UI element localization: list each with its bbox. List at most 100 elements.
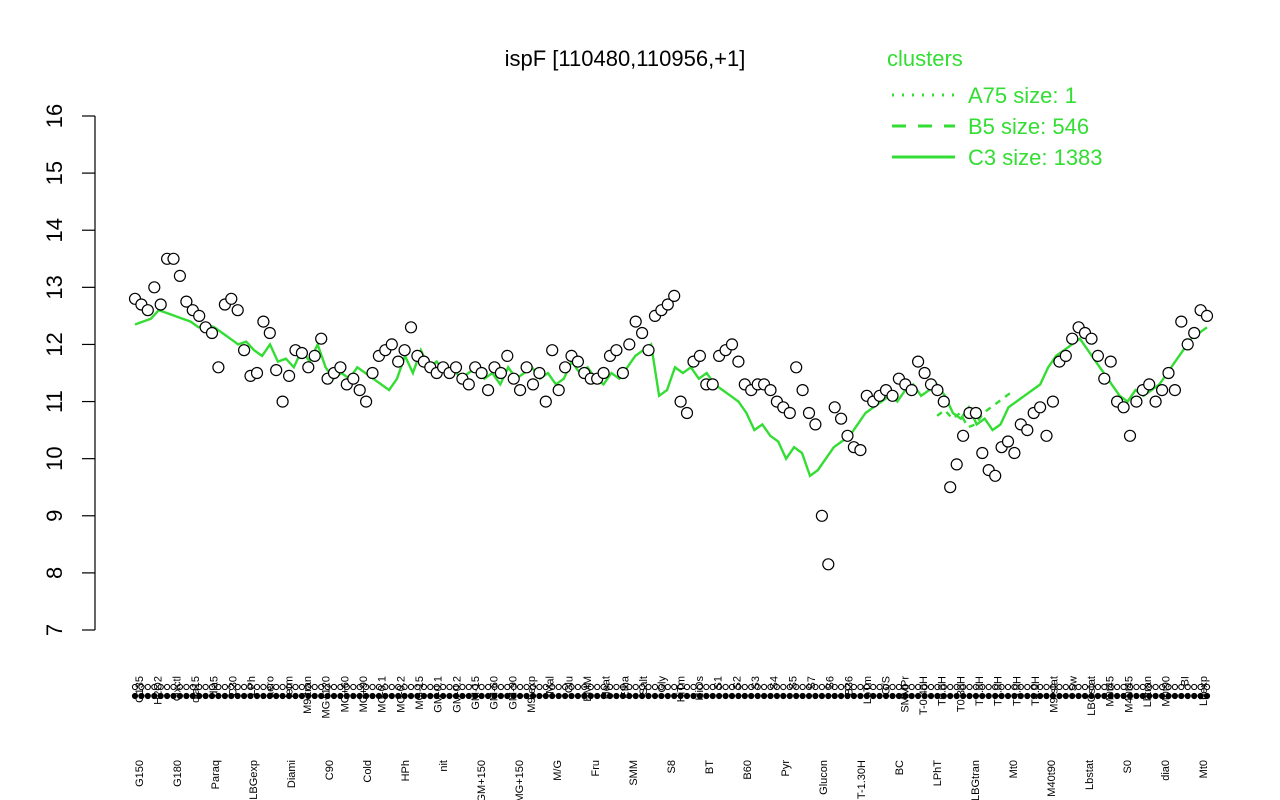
x-rug-mark-lower [529,692,537,700]
x-rug-mark-upper [953,683,960,691]
x-rug-mark-lower [356,692,363,700]
data-point [828,401,841,414]
x-rug-mark-upper [651,683,659,691]
x-rug-mark-upper [1056,683,1063,691]
x-rug-mark-lower [953,692,960,700]
x-rug-mark-lower [472,692,479,700]
x-tick-label: GM-15 [470,676,482,710]
data-point [1117,401,1130,414]
x-rug-mark-upper [857,683,864,691]
x-rug-mark-lower [735,692,742,700]
data-point [1098,372,1111,385]
data-point [1168,384,1182,397]
x-rug-mark-upper [626,683,633,691]
x-rug-mark-lower [452,692,460,700]
x-rug-mark-lower [1178,692,1185,700]
x-rug-mark-upper [478,683,485,691]
x-rug-mark-lower [1159,692,1166,700]
data-point [257,315,270,328]
x-rug-mark-upper [722,683,729,691]
data-point [937,395,950,408]
x-rug-mark-lower [131,692,139,700]
x-rug-mark-upper [202,683,209,691]
x-rug-mark-lower [683,692,691,700]
x-rug-mark-upper [170,683,177,691]
data-point [597,366,610,380]
x-rug-mark-upper [356,683,363,691]
x-rug-mark-lower [613,692,620,700]
x-rug-mark-lower [549,692,556,700]
x-rug-mark-upper [581,683,588,691]
x-rug-mark-lower [234,692,241,700]
x-rug-mark-lower [767,692,774,700]
x-rug-mark-upper [420,683,427,691]
x-rug-mark-upper [318,683,325,691]
data-point [167,252,180,265]
x-rug-mark-upper [292,683,299,691]
x-rug-mark-lower [831,692,838,700]
x-rug-mark-upper [1107,683,1114,691]
x-rug-mark-upper [786,683,793,691]
x-rug-mark-lower [1037,692,1044,700]
x-tick-label: LBGstat [1086,676,1098,716]
x-tick-label: MG-0.2 [395,676,407,713]
x-tick-label: Cold [362,760,374,783]
x-rug-mark-lower [144,692,151,700]
x-rug-mark-lower [311,692,318,700]
data-point [1188,326,1201,340]
x-rug-mark-upper [1184,683,1191,691]
x-rug-mark-lower [754,692,761,700]
x-tick-label: Heat [601,676,613,699]
x-rug-mark-upper [619,683,627,691]
x-tick-label: MG+60 [339,676,351,712]
x-rug-mark-upper [542,683,549,691]
points-layer [128,252,1214,571]
x-rug-mark-upper [1062,683,1069,691]
data-point [1091,349,1105,362]
data-point [546,344,559,357]
x-rug-mark-lower [1191,692,1198,700]
data-point [822,558,835,571]
x-tick-label: T0.30H [955,676,967,712]
x-rug-mark-upper [375,683,382,691]
x-rug-mark-upper [1171,683,1179,691]
x-rug-mark-upper [1011,683,1018,691]
x-rug-mark-lower [876,692,883,700]
x-tick-label: Lbexp [1198,676,1210,706]
x-rug-mark-upper [1069,683,1076,691]
x-rug-mark-upper [241,683,248,691]
x-rug-mark-upper [639,683,646,691]
x-rug-mark-upper [176,683,183,691]
x-rug-mark-lower [882,692,890,700]
x-rug-mark-lower [658,692,665,700]
x-rug-mark-upper [363,683,370,691]
x-rug-mark-upper [1049,683,1057,691]
x-rug-mark-upper [536,683,543,691]
x-rug-mark-upper [677,683,684,691]
data-point [944,481,957,494]
x-rug-mark-lower [574,692,582,700]
x-rug-mark-lower [1139,692,1146,700]
x-tick-label: H2O2 [153,676,165,705]
chart-title: ispF [110480,110956,+1] [505,46,746,71]
x-rug-mark-upper [850,683,858,691]
x-rug-mark-lower [671,692,678,700]
x-rug-mark-lower [555,692,562,700]
x-rug-mark-lower [1011,692,1018,700]
x-tick-label: dia15 [190,676,202,703]
x-rug-mark-upper [298,683,305,691]
x-rug-mark-lower [517,692,524,700]
x-rug-mark-lower [253,692,261,700]
data-point [918,366,931,380]
x-tick-label: T-0.40H [918,676,930,715]
data-point [976,446,989,460]
x-rug-mark-upper [908,683,915,691]
x-rug-mark-lower [998,692,1005,700]
x-rug-mark-upper [452,683,460,691]
legend-entry-a75: A75 size: 1 [968,83,1077,108]
x-rug-mark-lower [972,692,980,700]
series-line-c3 [134,308,1208,478]
x-tick-label: Glu [563,676,575,693]
data-point [815,509,829,522]
x-rug-mark-upper [761,683,768,691]
